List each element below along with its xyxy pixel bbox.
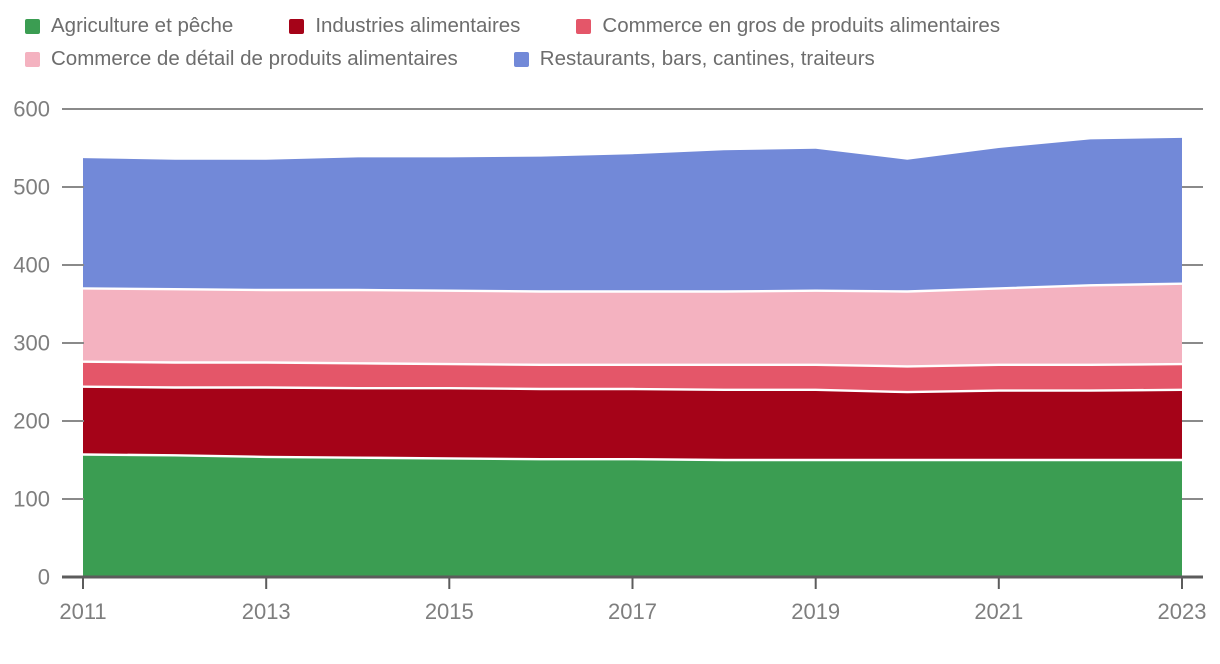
area-series-3: [83, 283, 1182, 367]
x-tick-label: 2017: [608, 599, 657, 624]
legend-label: Commerce en gros de produits alimentaire…: [602, 14, 1001, 37]
legend-item-3[interactable]: Commerce de détail de produits alimentai…: [25, 47, 458, 71]
x-tick-label: 2019: [791, 599, 840, 624]
boundary-series-1: [82, 385, 1183, 394]
area-series-4: [83, 137, 1182, 292]
x-tick-label: 2013: [242, 599, 291, 624]
x-tick-label: 2021: [974, 599, 1023, 624]
areas: [83, 137, 1182, 577]
legend-item-2[interactable]: Commerce en gros de produits alimentaire…: [576, 14, 1000, 38]
legend-swatch-icon: [513, 51, 529, 67]
legend-swatch-icon: [25, 51, 40, 67]
legend-swatch-icon: [576, 18, 592, 34]
x-tick-label: 2015: [425, 599, 474, 624]
legend-item-0[interactable]: Agriculture et pêche: [25, 14, 233, 38]
boundary-series-3: [82, 282, 1183, 293]
area-series-2: [83, 361, 1182, 393]
area-series-1: [83, 386, 1182, 460]
legend-label: Industries alimentaires: [315, 14, 521, 37]
x-tick-label: 2011: [59, 599, 106, 624]
legend-label: Commerce de détail de produits alimentai…: [51, 47, 458, 70]
legend-item-1[interactable]: Industries alimentaires: [289, 14, 520, 38]
legend-label: Agriculture et pêche: [51, 14, 234, 37]
boundary-series-2: [82, 360, 1183, 368]
chart-legend: Agriculture et pêche Industries alimentai…: [0, 0, 1215, 71]
y-tick-label: 500: [13, 175, 50, 200]
y-axis: 0 100 200 300 400 500 600: [13, 97, 1203, 590]
legend-swatch-icon: [289, 18, 305, 34]
y-tick-label: 0: [38, 565, 50, 590]
y-tick-label: 600: [13, 97, 50, 122]
legend-swatch-icon: [25, 18, 40, 34]
y-tick-label: 300: [13, 331, 50, 356]
x-tick-label: 2023: [1158, 599, 1207, 624]
x-axis: 2011 2013 2015 2017 2019 2021 2023: [59, 575, 1207, 624]
boundary-series-0: [82, 453, 1182, 462]
y-tick-label: 100: [13, 487, 50, 512]
legend-item-4[interactable]: Restaurants, bars, cantines, traiteurs: [513, 47, 875, 71]
series-separators: [82, 282, 1183, 462]
y-tick-label: 200: [13, 409, 50, 434]
area-series-0: [83, 454, 1182, 577]
y-tick-label: 400: [13, 253, 50, 278]
legend-label: Restaurants, bars, cantines, traiteurs: [539, 47, 875, 70]
